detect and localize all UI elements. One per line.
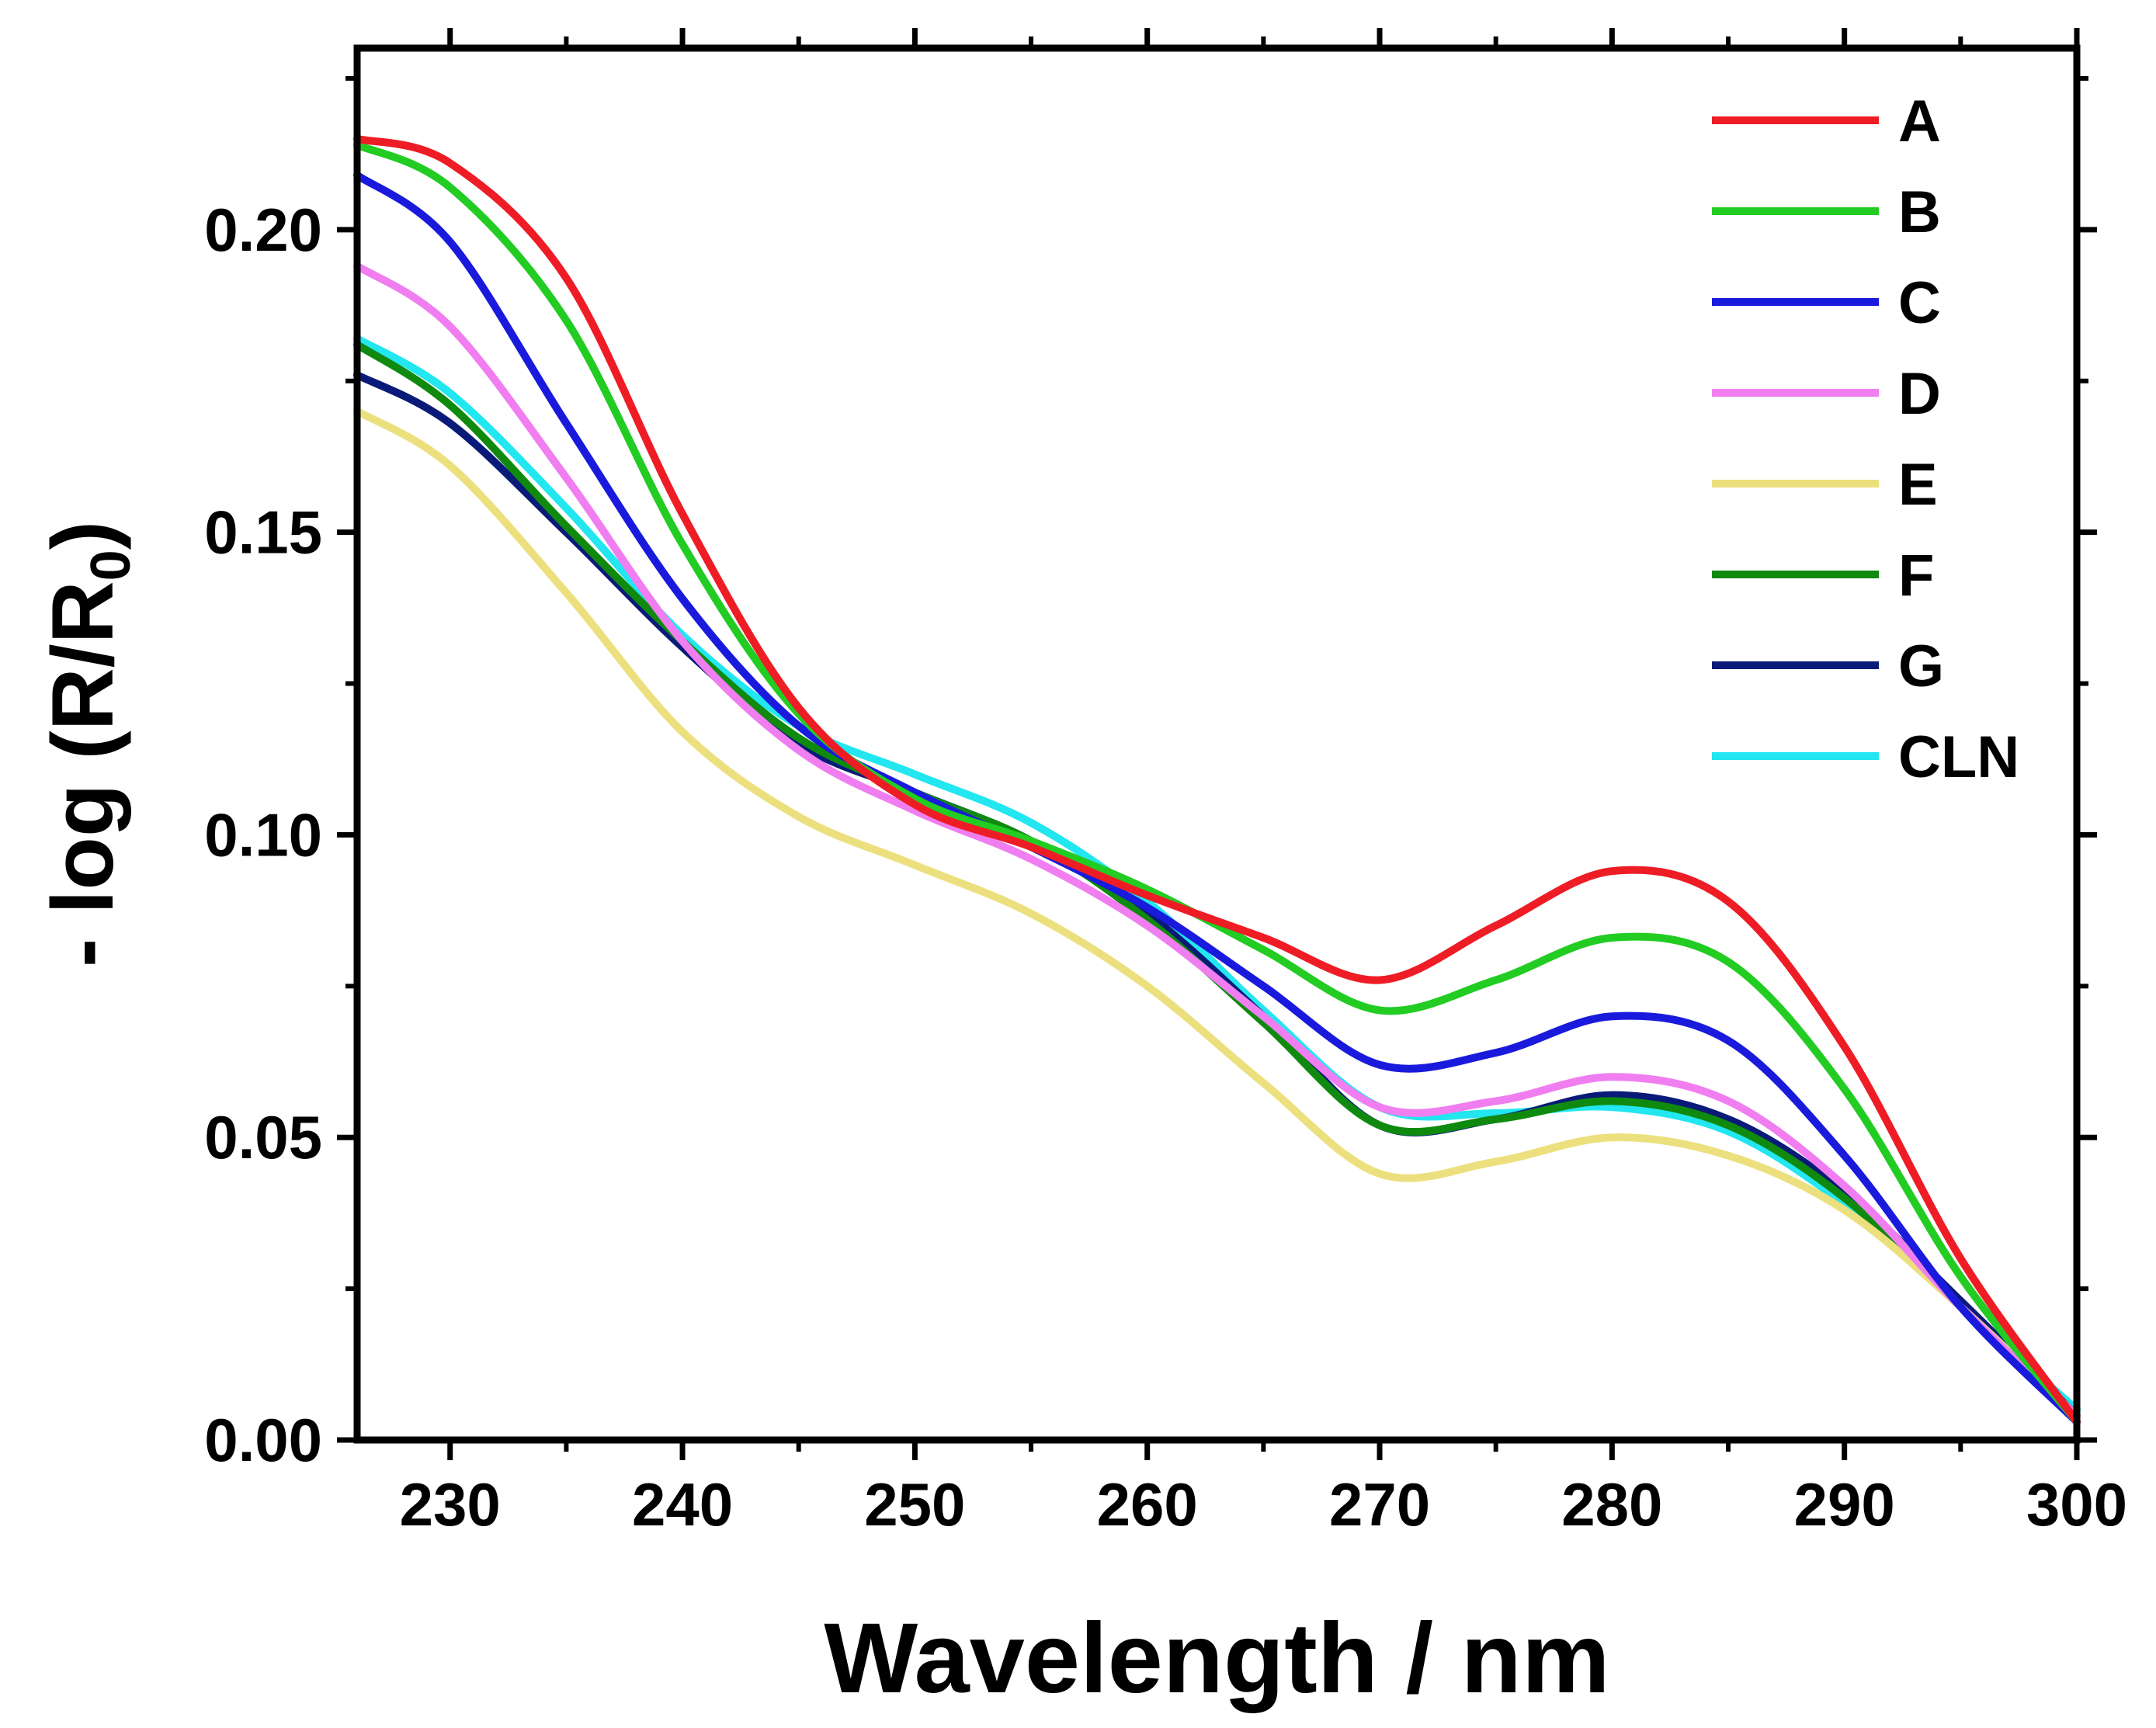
x-tick-label: 300 [2026,1470,2127,1539]
y-axis-title-close: ) [34,521,131,550]
legend-label-e: E [1898,452,1938,518]
series-line-e [353,407,2081,1420]
legend-label-g: G [1898,633,1944,699]
y-tick-label: 0.05 [204,1103,322,1171]
legend-label-cln: CLN [1898,724,2019,790]
x-axis-title: Wavelength / nm [824,1603,1609,1714]
y-tick-label: 0.00 [204,1406,322,1474]
series-line-d [353,262,2081,1420]
series-layer [353,134,2081,1426]
x-tick-label: 270 [1329,1470,1430,1539]
legend-label-c: C [1898,270,1941,336]
series-line-c [353,171,2081,1426]
x-tick-label: 280 [1561,1470,1662,1539]
ticks-layer: 230 240 250 260 270 280 290 300 0.00 0.05 0.10 0.15… [204,28,2127,1539]
series-line-g [353,371,2081,1420]
series-line-cln [353,335,2081,1414]
x-tick-label: 230 [400,1470,501,1539]
legend-label-d: D [1898,361,1941,427]
plot-frame [353,44,2081,1444]
x-tick-label: 260 [1097,1470,1198,1539]
x-tick-label: 240 [632,1470,733,1539]
y-tick-label: 0.15 [204,498,322,567]
y-axis-title-main: - log (R/R [34,581,131,967]
series-line-a [353,134,2081,1426]
y-axis-title-subscript: 0 [80,550,142,581]
x-tick-label: 290 [1794,1470,1895,1539]
y-tick-label: 0.10 [204,800,322,869]
y-tick-label: 0.20 [204,196,322,264]
legend-label-a: A [1898,88,1941,154]
legend-label-f: F [1898,543,1934,609]
legend-label-b: B [1898,179,1941,245]
series-line-b [353,141,2081,1426]
y-axis-title: - log (R/R0) [34,521,142,967]
x-tick-label: 250 [864,1470,965,1539]
